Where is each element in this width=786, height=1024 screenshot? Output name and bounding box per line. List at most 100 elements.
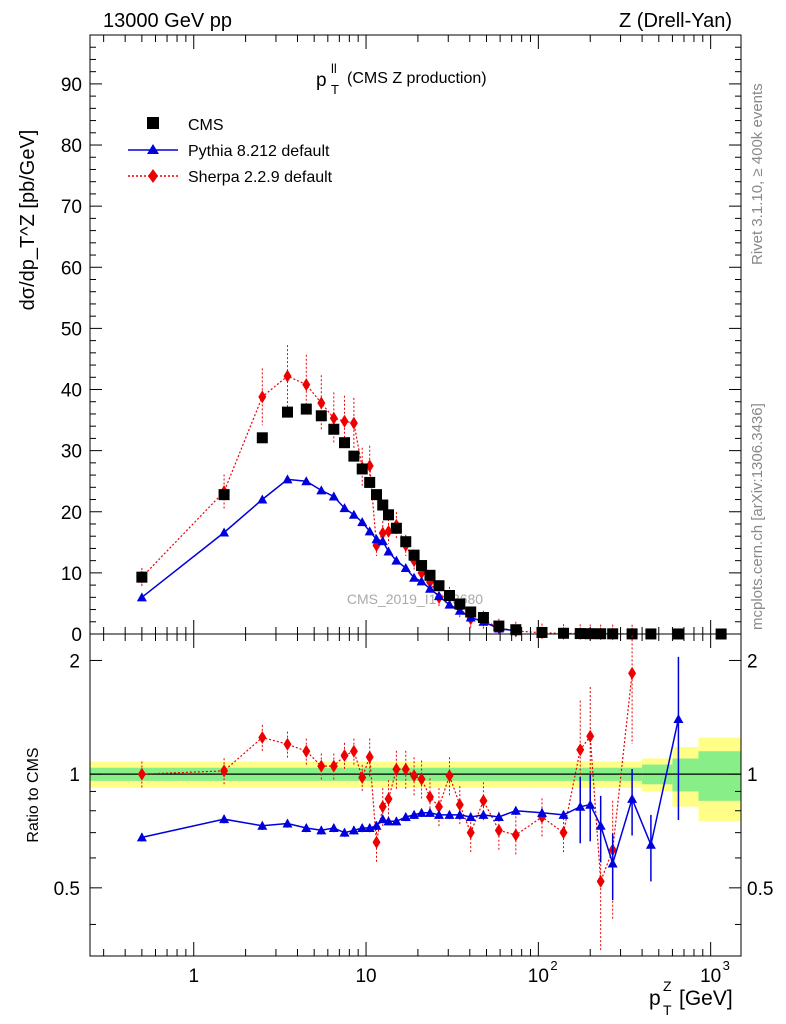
ratio-pythia-point [257,820,268,830]
ratio-pythia-point [478,809,489,819]
ratio-sherpa-point [302,744,311,758]
ratio-sherpa-point [410,769,419,783]
pythia-point [391,555,402,565]
main-ylabel: dσ/dp_T^Z [pb/GeV] [17,130,39,311]
ratio-sherpa-point [258,731,267,745]
ratio-sherpa-point [365,750,374,764]
cms-point [390,522,402,534]
ratio-sherpa-point [220,764,229,778]
ratio-pythia-point [339,827,350,837]
ratio-sherpa-point [392,762,401,776]
ratio-pythia-point [493,812,504,822]
main-ytick-label: 50 [61,319,82,340]
uncertainty-band-inner [698,751,741,801]
pythia-point [328,491,339,501]
title-p: p [316,70,327,91]
sherpa-point [283,369,292,383]
ratio-sherpa-point [576,743,585,757]
title-sup: ll [331,61,337,76]
ratio-sherpa-point [494,823,503,837]
xtick-exponent: 2 [550,958,557,973]
xlabel-rest: [GeV] [679,987,733,1010]
xlabel-sup: Z [663,978,672,994]
ratio-sherpa-point [425,790,434,804]
cms-point [136,571,148,583]
main-ytick-label: 20 [61,503,82,524]
ratio-pythia-point [282,818,293,828]
mcplots-side-text: mcplots.cern.ch [arXiv:1306.3436] [749,403,766,630]
ratio-pythia-point [510,805,521,815]
cms-point [339,437,351,449]
cms-point [348,450,360,462]
xtick-exponent: 3 [723,958,730,973]
ratio-pythia-point [595,820,606,830]
main-ylabel-text: dσ/dp_T^Z [pb/GeV] [17,130,39,311]
rivet-side-text: Rivet 3.1.10, ≥ 400k events [749,83,766,265]
legend-marker-sherpa [148,169,158,183]
ratio-pythia-point [575,801,586,811]
pythia-point [371,534,382,544]
cms-point [300,403,312,415]
sherpa-point [329,411,338,425]
ratio-pythia-point [377,814,388,824]
cms-point [377,499,389,511]
ratio-sherpa-point [445,769,454,783]
ratio-pythia-point [607,858,618,868]
ratio-sherpa-point [586,729,595,743]
pythia-point [377,536,388,546]
pythia-point [433,591,444,601]
pythia-point [383,546,394,556]
ratio-plot-area [90,737,741,822]
ratio-sherpa-point [466,826,475,840]
ratio-xlabel: p Z T [GeV] [649,978,733,1018]
legend-label-cms: CMS [188,117,224,134]
ratio-ytick-label-right: 0.5 [747,879,773,900]
cms-point [477,611,489,623]
ratio-pythia-point [364,823,375,833]
main-ytick-label: 10 [61,564,82,585]
ratio-pythia-point [348,825,359,835]
xtick-label: 10 [700,966,721,987]
sherpa-point [340,414,349,428]
pythia-point [257,494,268,504]
ratio-pythia-point [465,812,476,822]
cms-point [493,620,505,632]
ratio-sherpa-point [384,792,393,806]
cms-point [465,606,477,618]
legend: CMS Pythia 8.212 default Sherpa 2.2.9 de… [128,117,333,186]
xlabel-p: p [649,987,661,1010]
ratio-pythia-point [416,807,427,817]
sherpa-point [384,524,393,538]
ratio-ytick-label: 2 [69,651,80,672]
ratio-pythia-point [433,809,444,819]
data-marks [136,345,727,952]
ratio-pythia-point [371,820,382,830]
cms-point [424,569,436,581]
header-left: 13000 GeV pp [103,10,232,32]
ratio-ylabel: Ratio to CMS [25,747,42,842]
xlabel-sub: T [663,1002,672,1018]
pythia-point [416,576,427,586]
ratio-sherpa-point [283,737,292,751]
main-ytick-label: 40 [61,381,82,402]
ratio-sherpa-point [434,800,443,814]
cms-point [371,489,383,501]
ratio-pythia-point [645,839,656,849]
cms-point [408,549,420,561]
ratio-pythia-point [585,799,596,809]
cms-point [328,423,340,435]
main-ytick-label: 70 [61,197,82,218]
pythia-point [409,572,420,582]
ratio-sherpa-point [628,666,637,680]
ratio-sherpa-point [479,794,488,808]
cms-point [218,489,230,501]
ratio-pythia-point [444,809,455,819]
ratio-pythia-point [558,809,569,819]
legend-entry-pythia: Pythia 8.212 default [128,143,330,160]
header-right: Z (Drell-Yan) [619,10,732,32]
ratio-ytick-label: 0.5 [54,879,80,900]
ratio-sherpa-point [401,762,410,776]
pythia-point [357,517,368,527]
ratio-pythia-point [316,825,327,835]
